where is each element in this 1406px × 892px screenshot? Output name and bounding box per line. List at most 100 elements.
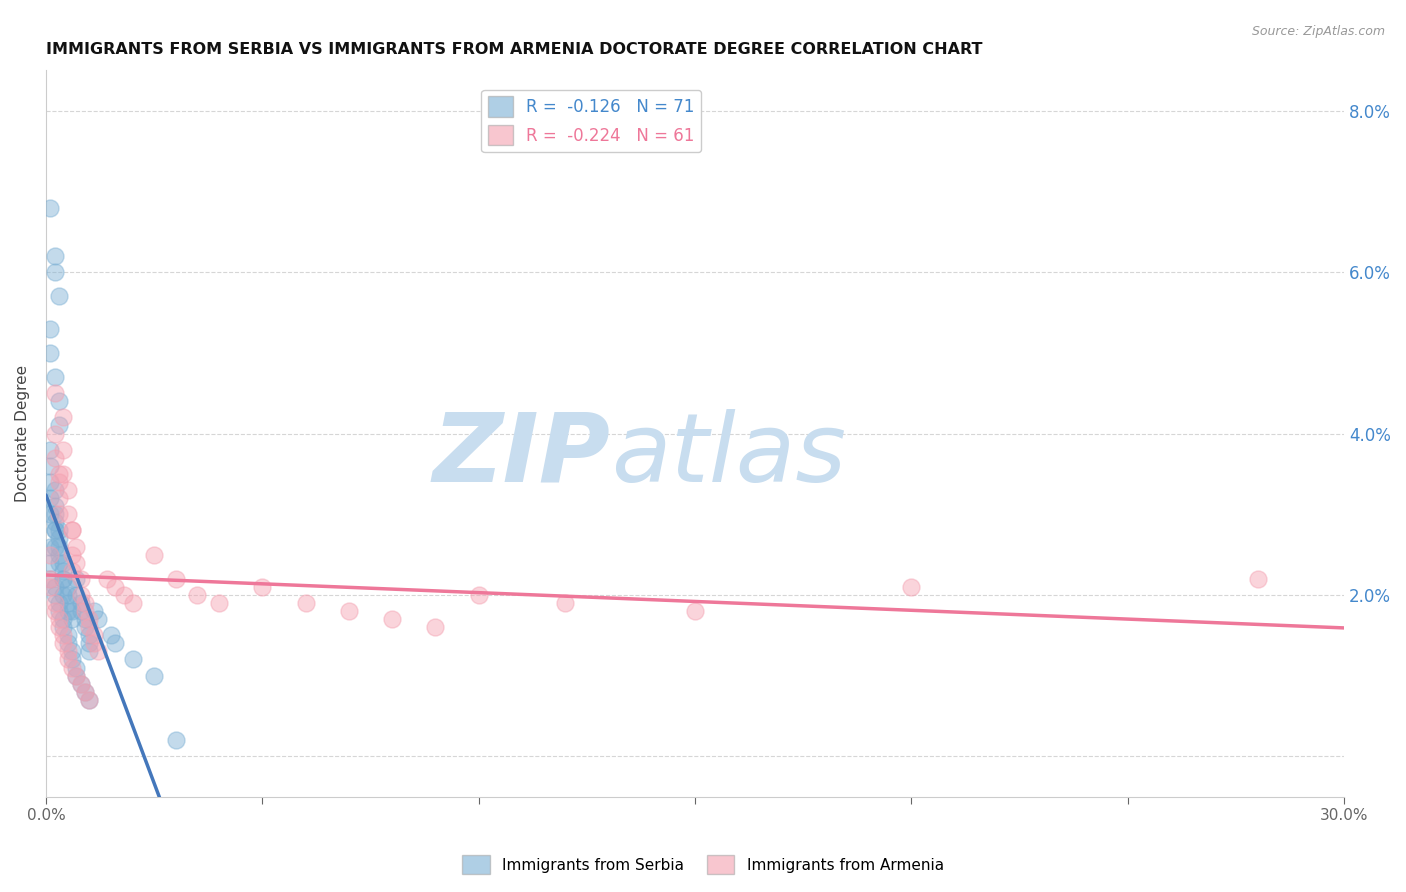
Point bbox=[104, 580, 127, 594]
Point bbox=[48, 620, 70, 634]
Point bbox=[294, 596, 316, 610]
Point bbox=[143, 548, 166, 562]
Point bbox=[48, 548, 70, 562]
Point bbox=[44, 265, 66, 279]
Point bbox=[48, 394, 70, 409]
Point bbox=[381, 612, 404, 626]
Point bbox=[48, 556, 70, 570]
Point bbox=[44, 508, 66, 522]
Point bbox=[60, 612, 83, 626]
Point bbox=[52, 612, 75, 626]
Point bbox=[44, 386, 66, 401]
Point bbox=[73, 685, 96, 699]
Point bbox=[44, 426, 66, 441]
Point bbox=[56, 628, 79, 642]
Point bbox=[60, 524, 83, 538]
Point bbox=[39, 556, 62, 570]
Legend: Immigrants from Serbia, Immigrants from Armenia: Immigrants from Serbia, Immigrants from … bbox=[456, 849, 950, 880]
Point bbox=[56, 483, 79, 497]
Point bbox=[52, 556, 75, 570]
Point bbox=[73, 604, 96, 618]
Point bbox=[112, 588, 135, 602]
Point bbox=[65, 660, 87, 674]
Point bbox=[60, 524, 83, 538]
Text: Source: ZipAtlas.com: Source: ZipAtlas.com bbox=[1251, 25, 1385, 38]
Text: IMMIGRANTS FROM SERBIA VS IMMIGRANTS FROM ARMENIA DOCTORATE DEGREE CORRELATION C: IMMIGRANTS FROM SERBIA VS IMMIGRANTS FRO… bbox=[46, 42, 983, 57]
Point bbox=[60, 548, 83, 562]
Point bbox=[73, 596, 96, 610]
Point bbox=[87, 612, 110, 626]
Point bbox=[48, 467, 70, 481]
Point bbox=[48, 418, 70, 433]
Point bbox=[52, 564, 75, 578]
Point bbox=[73, 620, 96, 634]
Point bbox=[48, 596, 70, 610]
Point bbox=[52, 410, 75, 425]
Point bbox=[39, 572, 62, 586]
Point bbox=[60, 644, 83, 658]
Point bbox=[65, 572, 87, 586]
Point bbox=[69, 676, 91, 690]
Point bbox=[65, 540, 87, 554]
Point bbox=[77, 628, 100, 642]
Point bbox=[60, 652, 83, 666]
Point bbox=[73, 685, 96, 699]
Point bbox=[683, 604, 706, 618]
Point bbox=[44, 249, 66, 263]
Point bbox=[121, 596, 143, 610]
Point bbox=[52, 628, 75, 642]
Point bbox=[44, 524, 66, 538]
Point bbox=[165, 733, 187, 747]
Point bbox=[87, 644, 110, 658]
Point bbox=[121, 652, 143, 666]
Point bbox=[186, 588, 208, 602]
Point bbox=[48, 612, 70, 626]
Legend: R =  -0.126   N = 71, R =  -0.224   N = 61: R = -0.126 N = 71, R = -0.224 N = 61 bbox=[481, 90, 702, 152]
Point bbox=[65, 668, 87, 682]
Point bbox=[77, 636, 100, 650]
Point bbox=[44, 483, 66, 497]
Point bbox=[52, 467, 75, 481]
Point bbox=[48, 604, 70, 618]
Point bbox=[39, 540, 62, 554]
Point bbox=[554, 596, 576, 610]
Point bbox=[44, 540, 66, 554]
Point bbox=[39, 475, 62, 489]
Point bbox=[56, 588, 79, 602]
Y-axis label: Doctorate Degree: Doctorate Degree bbox=[15, 365, 30, 502]
Point bbox=[467, 588, 489, 602]
Point bbox=[52, 442, 75, 457]
Point bbox=[69, 588, 91, 602]
Point bbox=[143, 668, 166, 682]
Point bbox=[48, 540, 70, 554]
Point bbox=[83, 636, 105, 650]
Point bbox=[77, 620, 100, 634]
Point bbox=[52, 636, 75, 650]
Point bbox=[69, 572, 91, 586]
Point bbox=[900, 580, 922, 594]
Point bbox=[48, 524, 70, 538]
Point bbox=[337, 604, 360, 618]
Point bbox=[52, 620, 75, 634]
Point bbox=[60, 564, 83, 578]
Point bbox=[56, 580, 79, 594]
Point bbox=[83, 604, 105, 618]
Point bbox=[1246, 572, 1268, 586]
Point bbox=[44, 524, 66, 538]
Point bbox=[83, 628, 105, 642]
Point bbox=[60, 660, 83, 674]
Point bbox=[44, 370, 66, 384]
Point bbox=[69, 596, 91, 610]
Point bbox=[60, 604, 83, 618]
Point bbox=[44, 450, 66, 465]
Point bbox=[65, 588, 87, 602]
Point bbox=[39, 458, 62, 473]
Point bbox=[69, 604, 91, 618]
Point bbox=[208, 596, 231, 610]
Point bbox=[56, 604, 79, 618]
Point bbox=[65, 556, 87, 570]
Point bbox=[48, 508, 70, 522]
Point bbox=[44, 596, 66, 610]
Point bbox=[252, 580, 274, 594]
Point bbox=[52, 572, 75, 586]
